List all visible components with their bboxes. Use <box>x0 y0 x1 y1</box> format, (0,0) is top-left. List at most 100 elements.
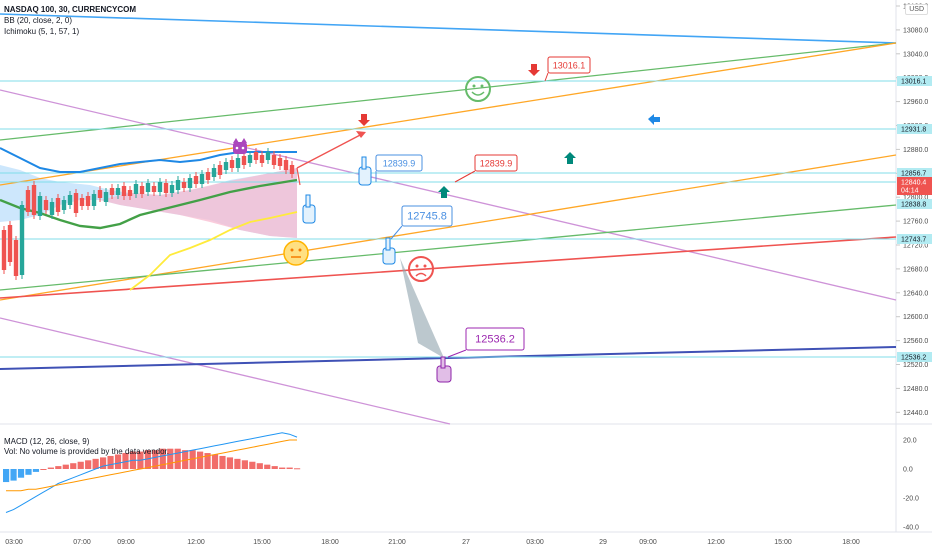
x-tick-label[interactable]: 15:00 <box>774 539 792 546</box>
x-tick-label[interactable]: 09:00 <box>117 539 135 546</box>
macd-bar[interactable] <box>159 448 166 469</box>
macd-bar[interactable] <box>241 460 248 469</box>
macd-bar[interactable] <box>92 458 99 469</box>
candle[interactable] <box>253 152 259 160</box>
x-tick-label[interactable]: 29 <box>599 539 607 546</box>
macd-bar[interactable] <box>211 454 219 470</box>
macd-bar[interactable] <box>197 451 204 469</box>
macd-tick-label[interactable]: 20.0 <box>903 438 917 445</box>
macd-tick-label[interactable]: -40.0 <box>903 525 919 532</box>
candle[interactable] <box>235 158 241 168</box>
price-tag[interactable]: 12840.404:14 <box>897 177 932 195</box>
macd-bar[interactable] <box>77 461 84 469</box>
x-tick-label[interactable]: 03:00 <box>5 539 23 546</box>
candle[interactable] <box>115 188 121 195</box>
y-tick-label[interactable]: 12720.0 <box>903 243 928 250</box>
macd-bar[interactable] <box>70 463 77 469</box>
candle[interactable] <box>103 192 109 202</box>
x-tick-label[interactable]: 27 <box>462 539 470 546</box>
down-arrow-icon[interactable] <box>358 114 370 126</box>
candle[interactable] <box>223 162 229 170</box>
candle[interactable] <box>73 193 79 213</box>
up-arrow-icon[interactable] <box>564 152 576 164</box>
candle[interactable] <box>61 200 67 210</box>
up-arrow-icon[interactable] <box>438 186 450 198</box>
candle[interactable] <box>217 165 223 175</box>
candle[interactable] <box>277 158 283 166</box>
macd-bar[interactable] <box>122 453 129 469</box>
candle[interactable] <box>247 155 253 163</box>
candle[interactable] <box>151 186 157 192</box>
candle[interactable] <box>259 155 265 163</box>
macd-bar[interactable] <box>107 455 114 469</box>
sad-face-icon[interactable] <box>408 256 434 282</box>
y-tick-label[interactable]: 12880.0 <box>903 147 928 154</box>
macd-bar[interactable] <box>219 455 226 469</box>
candle[interactable] <box>79 198 85 206</box>
price-tag[interactable]: 12536.2 <box>897 352 932 362</box>
ichimoku-span-line[interactable] <box>129 211 298 291</box>
y-tick-label[interactable]: 12760.0 <box>903 219 928 226</box>
y-tick-label[interactable]: 12680.0 <box>903 266 928 273</box>
price-tag[interactable]: 12743.7 <box>897 234 932 244</box>
macd-bar[interactable] <box>114 454 122 470</box>
candle[interactable] <box>163 183 169 193</box>
left-arrow-icon[interactable] <box>648 114 660 125</box>
candle[interactable] <box>49 202 55 215</box>
down-arrow-shape[interactable] <box>400 258 444 358</box>
candle[interactable] <box>283 160 289 170</box>
y-tick-label[interactable]: 12440.0 <box>903 410 928 417</box>
candle[interactable] <box>289 165 295 174</box>
bb-legend[interactable]: BB (20, close, 2, 0) <box>4 16 73 25</box>
y-tick-label[interactable]: 12600.0 <box>903 314 928 321</box>
macd-tick-label[interactable]: 0.0 <box>903 467 913 474</box>
candle[interactable] <box>265 152 271 160</box>
x-tick-label[interactable]: 09:00 <box>639 539 657 546</box>
price-callout[interactable]: 12839.9 <box>454 154 518 183</box>
macd-bar[interactable] <box>17 469 25 478</box>
y-tick-label[interactable]: 12480.0 <box>903 386 928 393</box>
candle[interactable] <box>271 155 277 165</box>
macd-bar[interactable] <box>286 467 293 469</box>
pointing-hand-icon[interactable] <box>358 156 372 186</box>
candle[interactable] <box>37 196 43 216</box>
candle[interactable] <box>181 182 187 188</box>
macd-bar[interactable] <box>182 450 189 469</box>
candle[interactable] <box>25 190 31 212</box>
macd-bar[interactable] <box>167 448 174 469</box>
candle[interactable] <box>127 190 133 196</box>
price-callout[interactable]: 12745.8 <box>390 205 453 240</box>
price-tag[interactable]: 13016.1 <box>897 76 932 86</box>
macd-bar[interactable] <box>47 467 54 469</box>
macd-bar[interactable] <box>152 450 159 469</box>
symbol-legend[interactable]: NASDAQ 100, 30, CURRENCYCOM <box>4 5 137 14</box>
cat-icon[interactable] <box>233 138 247 154</box>
y-tick-label[interactable]: 13080.0 <box>903 27 928 34</box>
pointing-hand-icon[interactable] <box>436 356 452 383</box>
macd-bar[interactable] <box>55 466 62 469</box>
macd-bar[interactable] <box>174 448 181 469</box>
y-tick-label[interactable]: 12640.0 <box>903 290 928 297</box>
macd-bar[interactable] <box>249 461 256 469</box>
ichimoku-legend[interactable]: Ichimoku (5, 1, 57, 1) <box>4 27 80 36</box>
price-tag[interactable]: 12838.8 <box>897 199 932 209</box>
pointing-hand-icon[interactable] <box>302 194 316 224</box>
candle[interactable] <box>55 198 61 212</box>
macd-bar[interactable] <box>100 457 107 469</box>
purple-trendline-upper[interactable] <box>0 89 897 301</box>
macd-bar[interactable] <box>62 464 69 469</box>
candle[interactable] <box>7 225 13 262</box>
down-arrow-icon[interactable] <box>528 64 540 76</box>
candle[interactable] <box>145 183 151 192</box>
macd-bar[interactable] <box>204 453 211 469</box>
macd-bar[interactable] <box>226 457 234 469</box>
navy-trendline[interactable] <box>0 346 897 370</box>
trend-arrow[interactable] <box>296 132 365 169</box>
macd-bar[interactable] <box>32 469 40 472</box>
macd-bar[interactable] <box>85 460 92 469</box>
candle[interactable] <box>187 178 193 188</box>
price-callout[interactable]: 13016.1 <box>544 56 591 82</box>
price-callout[interactable]: 12839.9 <box>375 154 423 182</box>
macd-bar[interactable] <box>3 469 10 483</box>
